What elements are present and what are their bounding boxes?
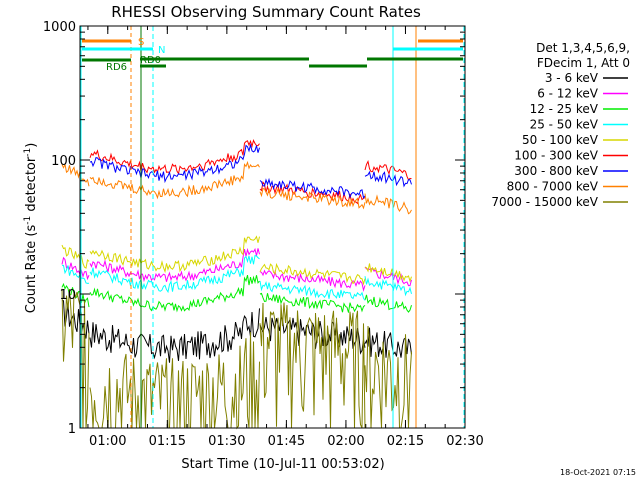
legend-entry-label: 50 - 100 keV (522, 133, 599, 147)
x-tick-label: 02:15 (387, 434, 424, 449)
series-line-300to800keV (89, 143, 412, 200)
plot-frame (79, 25, 466, 429)
legend-entry-label: 6 - 12 keV (537, 87, 599, 101)
y-tick-label: 1000 (43, 20, 76, 35)
flag-label: RD0 (140, 55, 161, 66)
legend: Det 1,3,4,5,6,9, FDecim 1, Att 0 3 - 6 k… (491, 41, 630, 209)
legend-entry-label: 300 - 800 keV (514, 164, 598, 178)
legend-entry-label: 3 - 6 keV (545, 71, 599, 85)
series-line-800to7000keV (61, 160, 412, 215)
legend-entry-label: 800 - 7000 keV (507, 180, 599, 194)
legend-entry-label: 25 - 50 keV (530, 118, 599, 132)
series-line-3to6keV (61, 300, 412, 363)
legend-entry-label: 7000 - 15000 keV (491, 195, 598, 209)
legend-header-line-1: Det 1,3,4,5,6,9, (536, 41, 630, 55)
x-tick-label: 02:30 (446, 434, 483, 449)
x-tick-label: 01:45 (268, 434, 305, 449)
y-tick-label: 1 (68, 422, 76, 437)
flag-label: N (158, 45, 165, 56)
legend-entry-label: 100 - 300 keV (514, 149, 598, 163)
x-axis-label: Start Time (10-Jul-11 00:53:02) (181, 457, 384, 472)
x-tick-label: 02:00 (327, 434, 364, 449)
y-axis: 1 10 100 1000 (43, 20, 465, 437)
legend-entry-label: 12 - 25 keV (530, 102, 599, 116)
series-line-25to50keV (61, 254, 412, 301)
footer-timestamp: 18-Oct-2021 07:15 (560, 468, 636, 477)
x-tick-label: 01:30 (208, 434, 245, 449)
chart-title: RHESSI Observing Summary Count Rates (111, 3, 421, 21)
y-tick-label: 10 (59, 288, 76, 303)
flag-label: S (138, 37, 144, 48)
legend-header-line-2: FDecim 1, Att 0 (537, 56, 630, 70)
y-axis-label: Count Rate (s-1 detector-1) (23, 143, 39, 314)
series-line-50to100keV (61, 235, 412, 286)
x-tick-label: 01:15 (149, 434, 186, 449)
series-line-6to12keV (61, 247, 412, 293)
x-axis: 01:00 01:15 01:30 01:45 02:00 02:15 02:30 (87, 26, 484, 449)
y-tick-label: 100 (51, 154, 76, 169)
series-line-7000to15000keV (61, 288, 412, 430)
x-tick-label: 01:00 (89, 434, 126, 449)
flag-label: RD6 (106, 62, 127, 73)
